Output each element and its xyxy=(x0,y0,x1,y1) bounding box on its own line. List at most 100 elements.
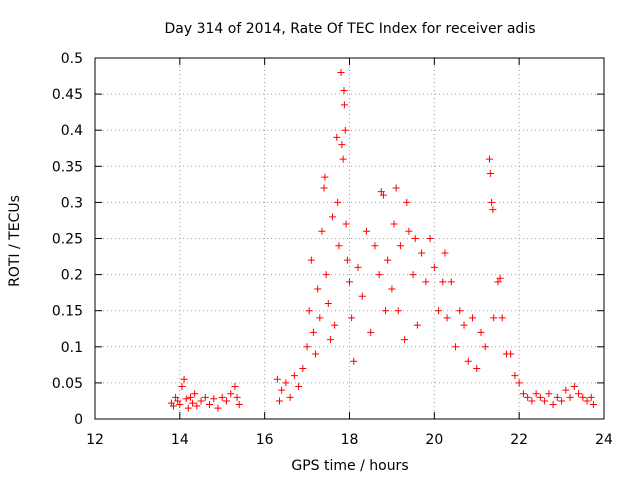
data-point xyxy=(341,126,349,134)
axis-ticks: 12 14 16 18 20 22 24 0 0.05 0.1 0.15 0.2 0.25 0.3 0.35… xyxy=(52,51,613,448)
data-point xyxy=(464,357,472,365)
data-point xyxy=(390,220,398,228)
data-point xyxy=(318,227,326,235)
x-tick-label: 20 xyxy=(425,432,443,448)
x-tick-label: 12 xyxy=(86,432,104,448)
data-point xyxy=(343,256,351,264)
data-point xyxy=(367,328,375,336)
data-point xyxy=(189,399,197,407)
data-point xyxy=(549,401,557,409)
data-point xyxy=(422,278,430,286)
y-tick-label: 0.15 xyxy=(52,304,83,320)
data-point xyxy=(331,321,339,329)
data-point xyxy=(379,191,387,199)
data-point xyxy=(197,397,205,405)
data-points xyxy=(167,68,597,412)
data-point xyxy=(333,133,341,141)
x-tick-label: 14 xyxy=(171,432,189,448)
data-point xyxy=(303,343,311,351)
y-tick-label: 0.1 xyxy=(61,340,83,356)
data-point xyxy=(273,375,281,383)
data-point xyxy=(316,314,324,322)
data-point xyxy=(477,328,485,336)
data-point xyxy=(524,393,532,401)
data-point xyxy=(346,278,353,286)
data-point xyxy=(388,285,396,293)
data-point xyxy=(409,271,417,279)
data-point xyxy=(447,278,455,286)
data-point xyxy=(169,402,177,410)
y-axis-label: ROTI / TECUs xyxy=(7,195,23,287)
data-point xyxy=(481,343,489,351)
data-point xyxy=(384,256,392,264)
data-point xyxy=(354,263,362,271)
data-point xyxy=(575,390,583,398)
data-point xyxy=(299,364,307,372)
data-point xyxy=(295,383,303,391)
data-point xyxy=(201,393,209,401)
data-point xyxy=(278,386,286,394)
data-point xyxy=(494,278,502,286)
data-point xyxy=(469,314,477,322)
x-tick-label: 16 xyxy=(256,432,274,448)
data-point xyxy=(222,397,230,405)
data-point xyxy=(375,271,383,279)
data-point xyxy=(443,314,451,322)
data-point xyxy=(507,350,515,358)
data-point xyxy=(290,372,298,380)
data-point xyxy=(579,393,587,401)
data-point xyxy=(342,220,350,228)
data-point xyxy=(174,397,182,405)
data-point xyxy=(371,242,379,250)
data-point xyxy=(210,395,218,403)
data-point xyxy=(231,383,239,391)
data-point xyxy=(191,390,199,398)
data-point xyxy=(180,375,188,383)
data-point xyxy=(405,227,413,235)
data-point xyxy=(184,404,192,412)
data-point xyxy=(396,242,404,250)
y-tick-label: 0.25 xyxy=(52,232,83,248)
data-point xyxy=(426,235,434,242)
data-point xyxy=(326,336,334,344)
data-point xyxy=(350,357,358,365)
data-point xyxy=(178,383,186,391)
data-point xyxy=(233,393,241,401)
data-point xyxy=(309,328,317,336)
data-point xyxy=(305,307,313,315)
data-point xyxy=(401,336,409,344)
data-point xyxy=(489,206,497,214)
y-tick-label: 0.45 xyxy=(52,87,83,103)
x-tick-label: 18 xyxy=(341,432,359,448)
data-point xyxy=(218,393,226,401)
data-point xyxy=(435,307,443,315)
data-point xyxy=(498,314,506,322)
data-point xyxy=(335,242,343,250)
data-point xyxy=(176,401,184,409)
data-point xyxy=(337,68,345,76)
data-point xyxy=(452,343,460,351)
data-point xyxy=(439,278,447,286)
data-point xyxy=(286,393,294,401)
data-point xyxy=(276,397,284,405)
data-point xyxy=(282,379,290,387)
x-tick-label: 22 xyxy=(510,432,528,448)
data-point xyxy=(473,364,481,372)
data-point xyxy=(193,402,201,410)
data-point xyxy=(589,401,597,409)
data-point xyxy=(553,393,561,401)
data-point xyxy=(587,393,595,401)
data-point xyxy=(322,271,330,279)
x-axis-label: GPS time / hours xyxy=(291,458,408,474)
data-point xyxy=(536,393,544,401)
data-point xyxy=(558,397,566,405)
data-point xyxy=(172,393,180,401)
data-point xyxy=(570,383,578,391)
data-point xyxy=(562,386,570,394)
data-point xyxy=(515,379,523,387)
data-point xyxy=(321,173,329,181)
chart-title: Day 314 of 2014, Rate Of TEC Index for r… xyxy=(164,21,535,37)
data-point xyxy=(430,263,438,271)
